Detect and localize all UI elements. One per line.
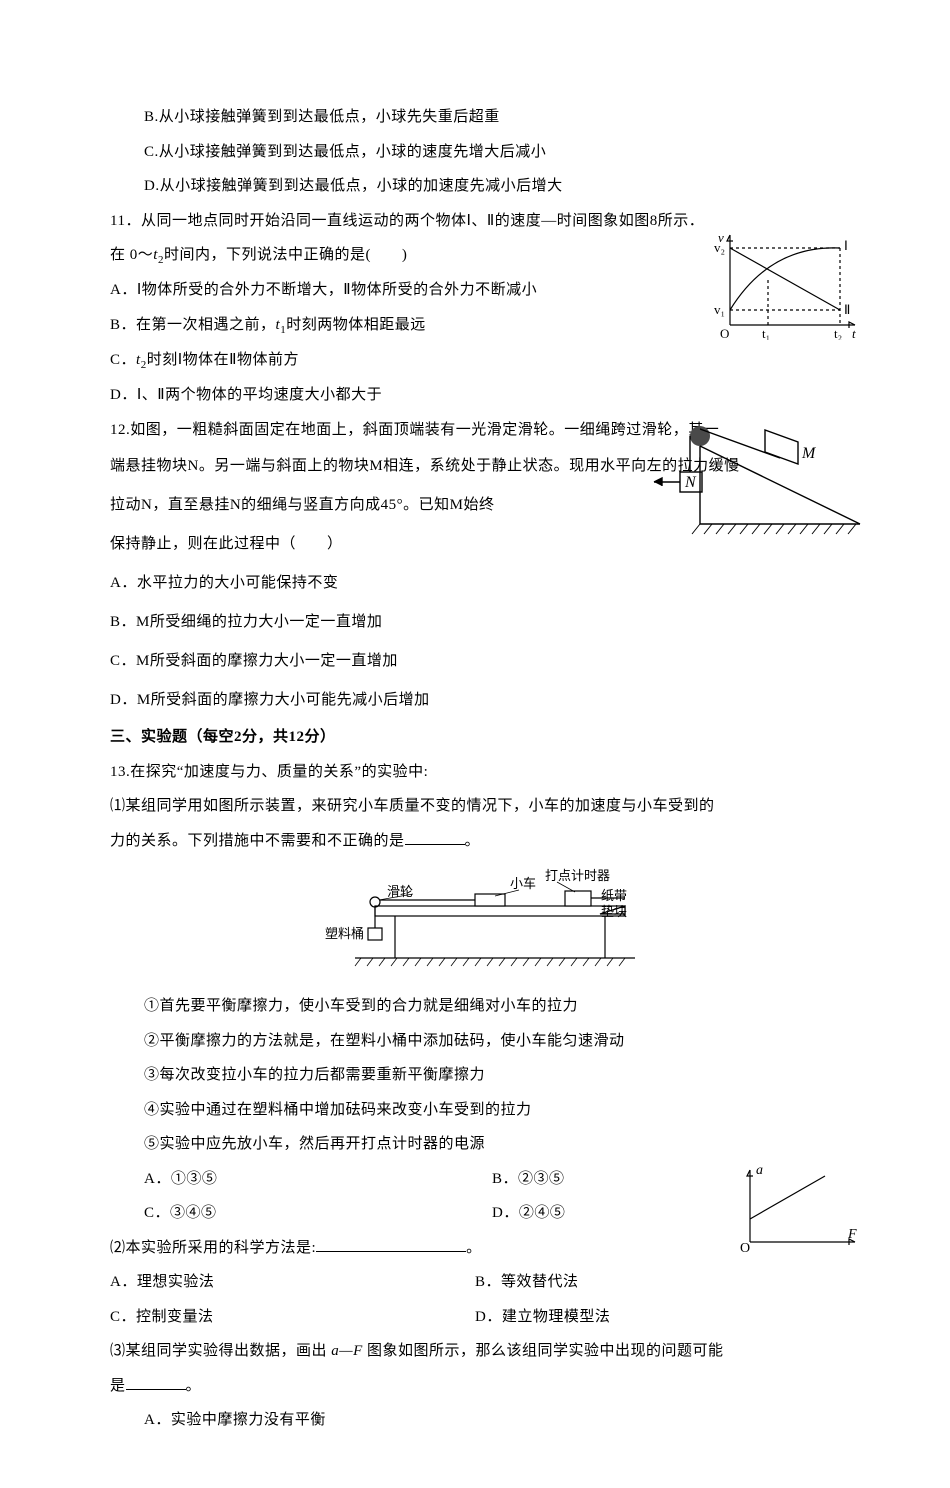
q10-opt-b: B.从小球接触弹簧到到达最低点，小球先失重后超重 <box>110 100 840 135</box>
q13-graph: a F O <box>730 1164 860 1259</box>
velocity-time-graph-icon: v t v₂ v₁ t₁ t₂ O Ⅰ Ⅱ <box>710 230 860 340</box>
q13-p1-b: 力的关系。下列措施中不需要和不正确的是。 <box>110 824 840 859</box>
svg-text:O: O <box>720 326 729 340</box>
t1-label: t₁ <box>762 326 770 340</box>
q13-p3-opt-a: A．实验中摩擦力没有平衡 <box>110 1403 840 1438</box>
q11-graph: v t v₂ v₁ t₁ t₂ O Ⅰ Ⅱ <box>710 230 860 345</box>
q13-s3: ③每次改变拉小车的拉力后都需要重新平衡摩擦力 <box>110 1058 840 1093</box>
a-f-graph-icon: a F O <box>730 1164 860 1254</box>
q13-s4: ④实验中通过在塑料桶中增加砝码来改变小车受到的拉力 <box>110 1093 840 1128</box>
blank-2 <box>316 1236 466 1252</box>
label-tape: 纸带 <box>601 888 627 903</box>
q10-opt-c: C.从小球接触弹簧到到达最低点，小球的速度先增大后减小 <box>110 135 840 170</box>
label-cart: 小车 <box>510 876 536 891</box>
experiment-apparatus-icon: 滑轮 小车 打点计时器 纸带 垫块 塑料桶 <box>295 866 655 976</box>
f-axis-label: F <box>847 1227 857 1242</box>
q10-opt-d: D.从小球接触弹簧到到达最低点，小球的加速度先减小后增大 <box>110 169 840 204</box>
label-timer: 打点计时器 <box>545 868 610 883</box>
q13-ans-c: C．③④⑤ <box>144 1196 492 1231</box>
q13-apparatus: 滑轮 小车 打点计时器 纸带 垫块 塑料桶 <box>110 866 840 981</box>
blank-1 <box>405 829 465 845</box>
q12-opt-a: A．水平拉力的大小可能保持不变 <box>110 564 840 603</box>
a-axis-label: a <box>756 1164 763 1178</box>
v1-label: v₁ <box>714 302 725 317</box>
q11-opt-d: D．Ⅰ、Ⅱ两个物体的平均速度大小都大于 <box>110 378 840 413</box>
q13-m-d: D．建立物理模型法 <box>475 1300 840 1335</box>
label-n: N <box>684 474 697 491</box>
q13-s1: ①首先要平衡摩擦力，使小车受到的合力就是细绳对小车的拉力 <box>110 989 840 1024</box>
t2-label: t₂ <box>834 326 842 340</box>
axis-t-label: t <box>852 326 856 340</box>
page: B.从小球接触弹簧到到达最低点，小球先失重后超重 C.从小球接触弹簧到到达最低点… <box>0 0 950 1488</box>
label-m: M <box>801 445 817 462</box>
curve2-label: Ⅱ <box>844 302 850 317</box>
q12-opt-d: D．M所受斜面的摩擦力大小可能先减小后增加 <box>110 681 840 720</box>
q13-m-b: B．等效替代法 <box>475 1265 840 1300</box>
q13-p3-b: 是。 <box>110 1369 840 1404</box>
label-block: 垫块 <box>601 904 627 919</box>
curve1-label: Ⅰ <box>844 238 848 253</box>
incline-pulley-icon: M N <box>630 422 870 542</box>
q11-opt-c: C．t2时刻Ⅰ物体在Ⅱ物体前方 <box>110 343 840 378</box>
q12-opt-c: C．M所受斜面的摩擦力大小一定一直增加 <box>110 642 840 681</box>
q13-stem: 13.在探究“加速度与力、质量的关系”的实验中: <box>110 755 840 790</box>
blank-3 <box>126 1374 186 1390</box>
q13-m-a: A．理想实验法 <box>110 1265 475 1300</box>
q13-m-c: C．控制变量法 <box>110 1300 475 1335</box>
q13-p1-a: ⑴某组同学用如图所示装置，来研究小车质量不变的情况下，小车的加速度与小车受到的 <box>110 789 840 824</box>
section-3-title: 三、实验题（每空2分，共12分） <box>110 720 840 755</box>
q12-opt-b: B．M所受细绳的拉力大小一定一直增加 <box>110 603 840 642</box>
label-bucket: 塑料桶 <box>325 926 364 941</box>
q12-diagram: M N <box>630 422 870 547</box>
label-pulley: 滑轮 <box>387 884 413 899</box>
q13-ans-a: A．①③⑤ <box>144 1162 492 1197</box>
q13-s5: ⑤实验中应先放小车，然后再开打点计时器的电源 <box>110 1127 840 1162</box>
v2-label: v₂ <box>714 240 725 255</box>
origin-label: O <box>740 1241 750 1254</box>
q13-s2: ②平衡摩擦力的方法就是，在塑料小桶中添加砝码，使小车能匀速滑动 <box>110 1024 840 1059</box>
q13-p3-a: ⑶某组同学实验得出数据，画出 a—F 图象如图所示，那么该组同学实验中出现的问题… <box>110 1334 840 1369</box>
